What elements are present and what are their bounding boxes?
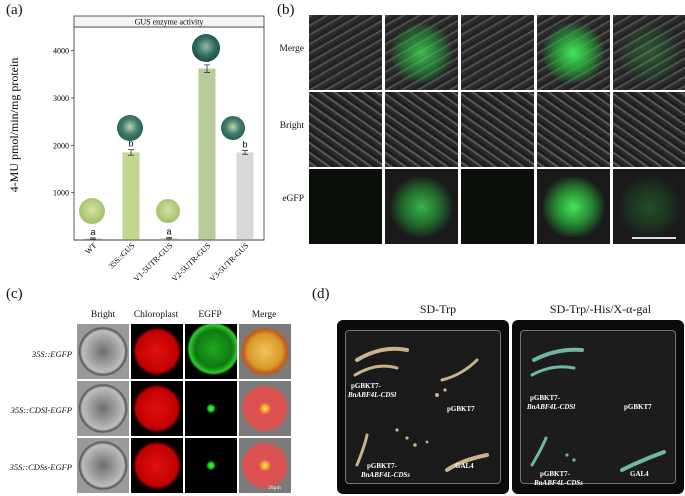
protoplast-cell-r1-c2 <box>185 381 237 436</box>
confocal-cell-r2-c3 <box>537 169 610 244</box>
y-tick-label: 2000 <box>53 141 69 150</box>
x-axis-labels: WT 35S::GUSV1-5UTR-GUSV2-5UTR-GUSV3-5UTR-… <box>83 241 250 284</box>
plate2-tl1: pGBKT7- <box>530 394 560 402</box>
x-label-0: WT <box>83 241 98 256</box>
y-axis-label: 4-MU pmol/min/mg protein <box>7 58 21 193</box>
y-tick-label: 4000 <box>53 47 69 56</box>
leaf-v1-icon <box>156 199 180 223</box>
sig-letter-2: a <box>166 226 171 236</box>
x-label-2: V1-5UTR-GUS <box>132 241 175 284</box>
x-label-3: V2-5UTR-GUS <box>170 241 213 284</box>
plate1-bl1: pGBKT7- <box>367 462 397 470</box>
confocal-cell-r1-c1 <box>385 92 458 167</box>
chart-title: GUS enzyme activity <box>135 18 204 27</box>
row-label-35s-egfp: 35S::EGFP <box>31 349 72 359</box>
panel-label-d: (d) <box>312 286 330 302</box>
protoplast-cell-r0-c0 <box>77 324 129 379</box>
col-label-merge: Merge <box>251 310 277 320</box>
error-bar-1 <box>128 149 134 156</box>
leaf-35s-icon <box>117 115 143 141</box>
leaf-v3-icon <box>221 116 245 140</box>
confocal-cell-r0-c2 <box>461 15 534 90</box>
sig-letter-1: b <box>128 139 133 149</box>
y-axis-ticks: 1000 2000 3000 4000 <box>53 47 74 198</box>
y-tick-label: 3000 <box>53 94 69 103</box>
protoplast-cell-r2-c3 <box>239 438 291 493</box>
plate1: pGBKT7- BnABF4L-CDSl pGBKT7 pGBKT7- BnAB… <box>337 320 509 494</box>
error-bar-3 <box>204 64 210 73</box>
confocal-cell-r1-c4 <box>613 92 685 167</box>
confocal-cell-r0-c4 <box>613 15 685 90</box>
plate1-bl2: BnABF4L-CDSs <box>361 471 411 479</box>
scale-bar <box>632 237 676 239</box>
plate2-br: GAL4 <box>630 470 649 478</box>
col-label-chloroplast: Chloroplast <box>133 310 179 320</box>
plate2: pGBKT7- BnABF4L-CDSl pGBKT7 pGBKT7- BnAB… <box>512 320 684 494</box>
confocal-cell-r0-c0 <box>309 15 382 90</box>
protoplast-cell-r2-c0 <box>77 438 129 493</box>
leaf-v2-icon <box>192 34 220 62</box>
confocal-cell-r2-c2 <box>461 169 534 244</box>
confocal-cell-r1-c3 <box>537 92 610 167</box>
confocal-cell-r0-c1 <box>385 15 458 90</box>
bar-1 <box>122 152 140 240</box>
protoplast-cell-r0-c2 <box>185 324 237 379</box>
protoplast-cell-r1-c3 <box>239 381 291 436</box>
x-label-1: 35S::GUS <box>107 241 137 271</box>
protoplast-cell-r1-c0 <box>77 381 129 436</box>
plate1-title: SD-Trp <box>419 302 457 316</box>
error-bar-0 <box>90 237 96 240</box>
leaf-wt-icon <box>79 198 105 224</box>
protoplast-cell-r0-c3 <box>239 324 291 379</box>
plate1-tr: pGBKT7 <box>447 405 475 413</box>
plate2-bl2: BnABF4L-CDSs <box>534 479 584 487</box>
protoplast-cell-r0-c1 <box>131 324 183 379</box>
gus-bar-chart: GUS enzyme activity 1000 2000 3000 4000 a b a… <box>7 15 265 284</box>
plate2-bl1: pGBKT7- <box>540 470 570 478</box>
y-tick-label: 1000 <box>53 189 69 198</box>
row-label-bright: Bright <box>279 121 304 131</box>
bar-4 <box>236 152 254 240</box>
error-bar-4 <box>242 150 248 155</box>
plate1-tl1: pGBKT7- <box>351 382 381 390</box>
col-label-bright: Bright <box>90 310 116 320</box>
panel-label-b: (b) <box>277 2 295 18</box>
plate2-title: SD-Trp/-His/X-α-gal <box>549 302 652 316</box>
sig-letter-0: a <box>90 227 95 237</box>
confocal-cell-r2-c0 <box>309 169 382 244</box>
protoplast-cell-r1-c1 <box>131 381 183 436</box>
row-label-cdsl: 35S::CDSl-EGFP <box>10 405 72 415</box>
plate1-br: GAL4 <box>455 462 474 470</box>
plate2-tr: pGBKT7 <box>624 403 652 411</box>
c-scale-text: 20μm <box>268 485 281 491</box>
col-label-egfp: EGFP <box>198 310 222 320</box>
confocal-cell-r2-c4 <box>613 169 685 244</box>
error-bar-2 <box>166 236 172 240</box>
confocal-cell-r1-c0 <box>309 92 382 167</box>
title-strip <box>73 15 265 28</box>
confocal-cell-r2-c1 <box>385 169 458 244</box>
panel-label-a: (a) <box>6 2 23 18</box>
protoplast-cell-r2-c2 <box>185 438 237 493</box>
plate1-tl2: BnABF4L-CDSl <box>348 391 397 399</box>
sig-letter-4: b <box>242 140 247 150</box>
confocal-cell-r1-c2 <box>461 92 534 167</box>
confocal-cell-r0-c3 <box>537 15 610 90</box>
protoplast-cell-r2-c1 <box>131 438 183 493</box>
row-label-cdss: 35S::CDSs-EGFP <box>9 462 72 472</box>
panel-label-c: (c) <box>6 286 23 302</box>
row-label-egfp: eGFP <box>282 194 304 204</box>
bar-3 <box>198 68 216 240</box>
x-label-4: V3-5UTR-GUS <box>208 241 251 284</box>
plate2-tl2: BnABF4L-CDSl <box>527 403 576 411</box>
row-label-merge: Merge <box>279 44 304 54</box>
